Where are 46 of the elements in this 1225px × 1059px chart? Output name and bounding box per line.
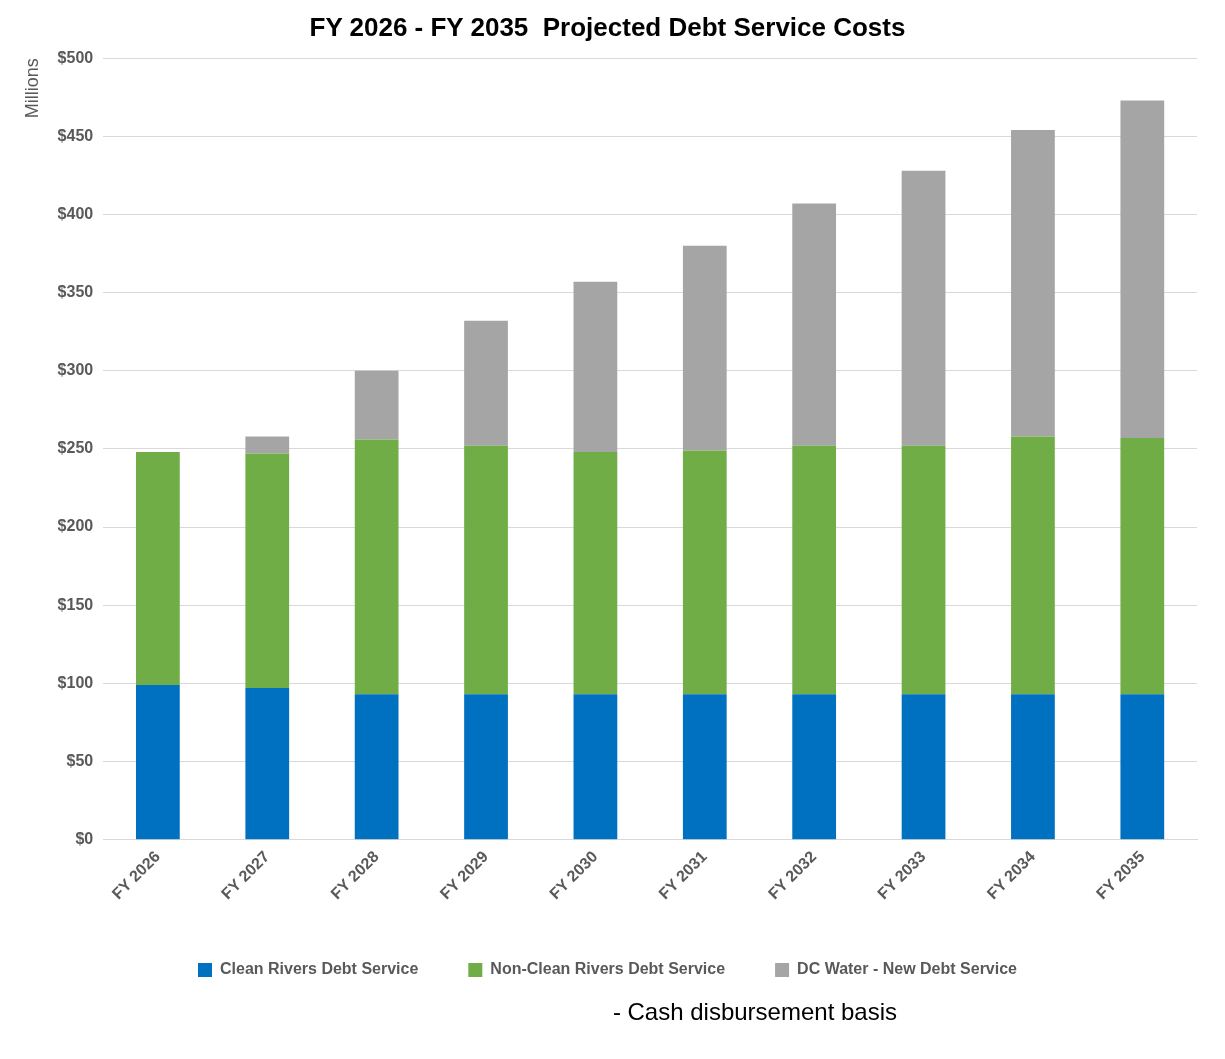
y-tick-label: $0	[75, 830, 94, 848]
y-axis-title: Millions	[21, 58, 42, 119]
bar	[901, 170, 946, 446]
bar	[1011, 130, 1055, 437]
text: - Cash disbursement basis	[611, 998, 898, 1026]
bar	[464, 445, 508, 695]
bar	[354, 370, 399, 440]
bar	[792, 203, 837, 446]
bar	[573, 452, 618, 695]
bar	[573, 281, 618, 453]
bar	[792, 445, 837, 695]
bar	[573, 694, 618, 840]
y-tick-label: $250	[57, 439, 94, 457]
bar	[901, 445, 946, 695]
legend-label: Non-Clean Rivers Debt Service	[490, 960, 726, 978]
bar	[464, 694, 508, 840]
bar	[1120, 694, 1165, 840]
bar	[464, 320, 508, 446]
bar	[136, 452, 180, 685]
bar	[682, 694, 727, 840]
y-tick-label: $450	[57, 126, 94, 144]
bar	[682, 245, 727, 451]
bar	[245, 688, 290, 840]
legend-label: Clean Rivers Debt Service	[220, 960, 419, 978]
y-tick-label: $50	[66, 751, 94, 769]
bar	[1120, 100, 1165, 438]
y-tick-label: $300	[57, 361, 94, 379]
y-tick-label: $200	[57, 517, 94, 535]
y-tick-label: $400	[57, 204, 94, 222]
chart-title: FY 2026 - FY 2035 Projected Debt Service Costs	[309, 11, 906, 42]
bar	[1011, 436, 1055, 695]
bar	[1120, 437, 1165, 695]
bar	[245, 453, 290, 689]
y-tick-label: $150	[57, 595, 94, 613]
bar	[792, 694, 837, 840]
legend-label: DC Water - New Debt Service	[797, 960, 1018, 978]
y-tick-label: $350	[57, 283, 94, 301]
bar	[354, 439, 399, 695]
bar	[136, 684, 180, 840]
bar	[901, 694, 946, 840]
bar	[354, 694, 399, 840]
y-tick-label: $100	[57, 673, 94, 691]
bar	[682, 450, 727, 695]
bar	[1011, 694, 1055, 840]
y-tick-label: $500	[57, 48, 94, 66]
bar	[245, 436, 290, 454]
